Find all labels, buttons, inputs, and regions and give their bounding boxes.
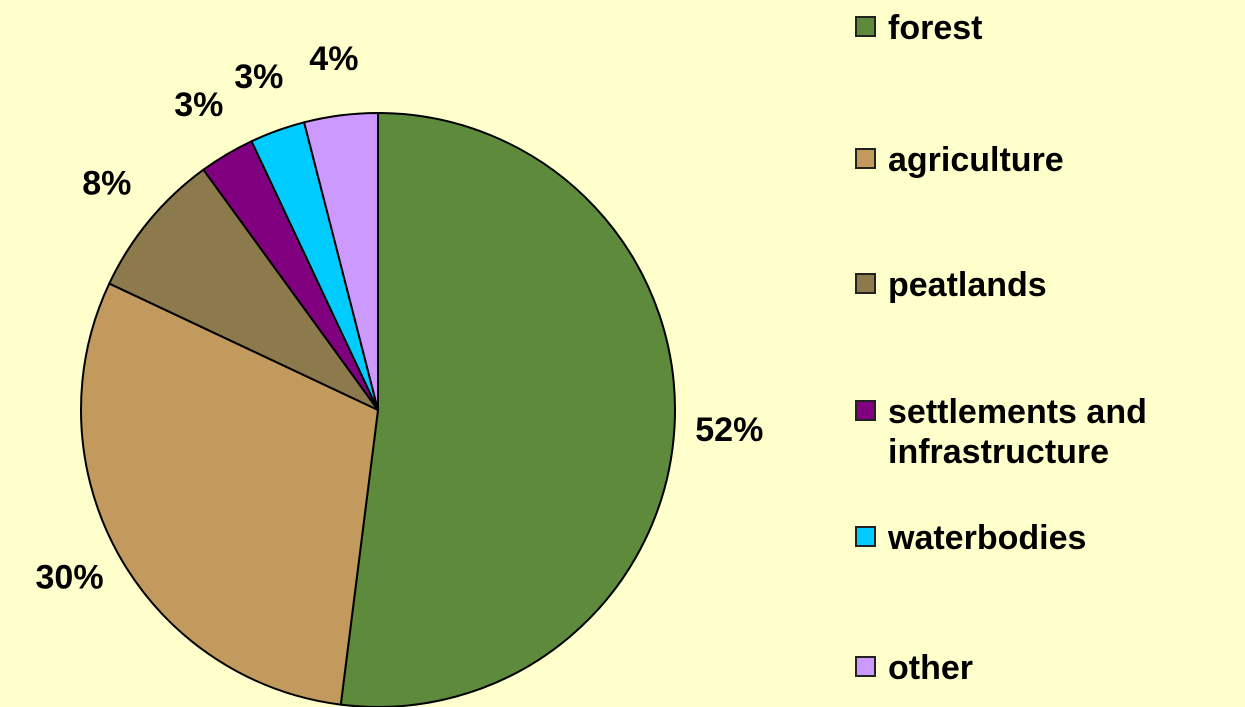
slice-label: 30% xyxy=(36,559,104,597)
slice-label: 52% xyxy=(695,411,763,449)
chart: 52% 30% 8% 3% 3% 4% xyxy=(0,0,1245,707)
slice-label: 3% xyxy=(234,58,283,96)
pie-slice xyxy=(341,113,675,707)
slice-label: 4% xyxy=(309,40,358,78)
slice-label: 3% xyxy=(174,86,223,124)
slice-label: 8% xyxy=(82,165,131,203)
page: 52%30%8%3%3%4% forestagriculturepeatland… xyxy=(0,0,1245,707)
